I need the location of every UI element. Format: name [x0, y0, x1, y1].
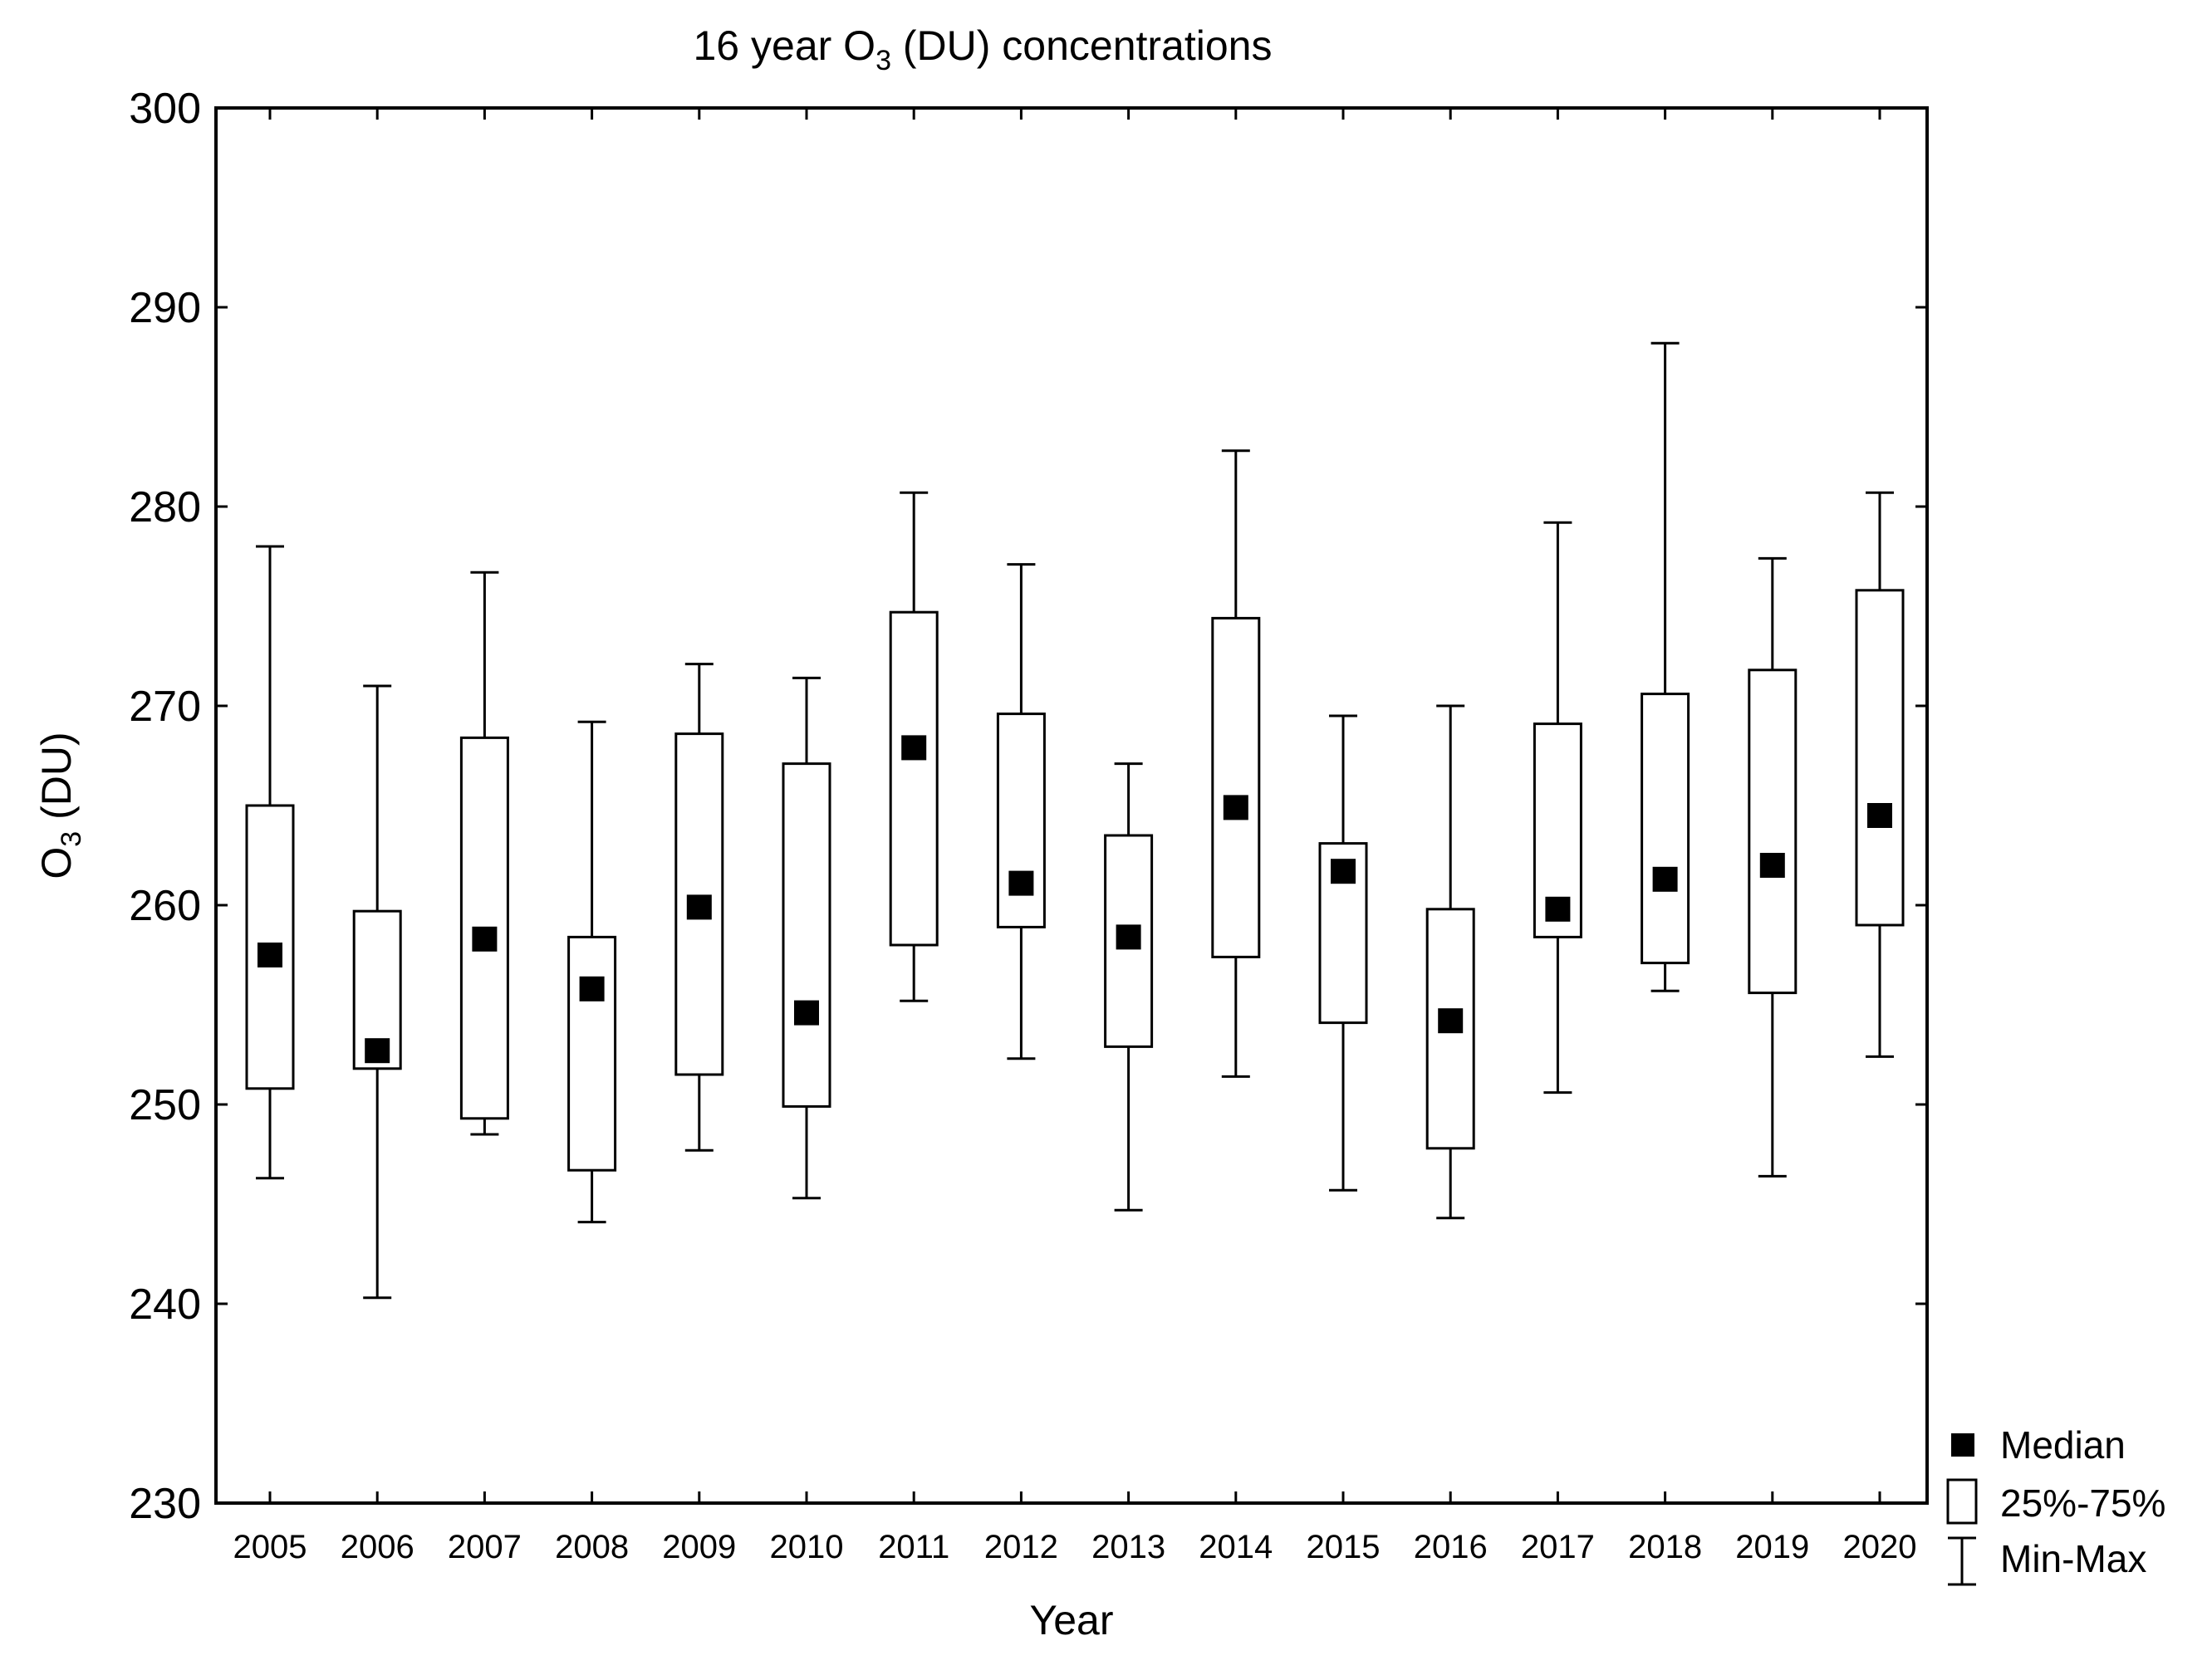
median-marker	[1652, 866, 1678, 892]
y-axis-label: O3 (DU)	[33, 732, 87, 879]
median-marker	[1545, 896, 1571, 922]
x-tick-label: 2009	[662, 1529, 736, 1565]
median-marker	[1008, 870, 1034, 896]
box-2005	[245, 545, 295, 1180]
iqr-box	[782, 762, 831, 1108]
iqr-box	[889, 610, 939, 947]
median-marker	[686, 894, 712, 920]
box-2006	[352, 684, 402, 1300]
box-2019	[1748, 556, 1798, 1178]
x-tick-label: 2005	[233, 1529, 307, 1565]
box-2020	[1855, 491, 1905, 1058]
box-2018	[1641, 341, 1690, 992]
box-2014	[1211, 449, 1261, 1078]
chart-title-suffix: (DU) concentrations	[891, 22, 1273, 69]
legend-median-symbol	[1951, 1433, 1974, 1457]
x-tick-label: 2020	[1843, 1529, 1917, 1565]
box-2012	[996, 563, 1046, 1060]
box-2017	[1533, 521, 1582, 1095]
chart-title-prefix: 16 year O	[694, 22, 876, 69]
x-tick-label: 2011	[878, 1529, 949, 1565]
y-axis-ticks: 230 240 250 260 270 280 290 300	[129, 85, 1927, 1528]
legend-whisker-symbol	[1948, 1536, 1976, 1586]
y-tick-label: 280	[129, 483, 201, 531]
box-series	[245, 341, 1905, 1300]
median-marker	[579, 976, 605, 1002]
legend: Median 25%-75% Min-Max	[1946, 1423, 2165, 1586]
x-tick-label: 2015	[1307, 1529, 1381, 1565]
x-tick-label: 2014	[1199, 1529, 1273, 1565]
plot-area-frame	[214, 106, 1929, 1505]
x-tick-label: 2008	[555, 1529, 629, 1565]
median-marker	[257, 943, 282, 967]
y-tick-label: 270	[129, 683, 201, 731]
x-tick-label: 2016	[1414, 1529, 1488, 1565]
box-2011	[889, 491, 939, 1002]
y-tick-label: 300	[129, 85, 201, 133]
x-tick-label: 2010	[770, 1529, 844, 1565]
legend-box-label: 25%-75%	[2000, 1481, 2165, 1525]
median-marker	[365, 1038, 390, 1064]
legend-whisker-label: Min-Max	[2000, 1537, 2146, 1580]
box-2010	[782, 676, 831, 1200]
y-tick-label: 230	[129, 1480, 201, 1528]
y-tick-label: 240	[129, 1281, 201, 1329]
x-tick-label: 2006	[341, 1529, 414, 1565]
y-axis-label-subscript: 3	[56, 831, 87, 847]
iqr-box	[1641, 693, 1690, 965]
x-tick-label: 2017	[1521, 1529, 1595, 1565]
box-2013	[1104, 762, 1154, 1212]
median-marker	[472, 926, 498, 952]
x-axis-label: Year	[1029, 1597, 1113, 1643]
box-2009	[674, 663, 724, 1152]
box-2015	[1318, 714, 1368, 1192]
median-marker	[901, 735, 927, 761]
x-tick-label: 2019	[1735, 1529, 1809, 1565]
x-tick-label: 2018	[1628, 1529, 1702, 1565]
y-tick-label: 290	[129, 284, 201, 332]
y-axis-label-suffix: (DU)	[33, 732, 80, 830]
box-2008	[567, 720, 617, 1224]
chart-title-subscript: 3	[875, 45, 891, 76]
y-tick-label: 250	[129, 1081, 201, 1129]
iqr-box	[567, 935, 617, 1172]
x-tick-label: 2012	[984, 1529, 1058, 1565]
median-marker	[1331, 859, 1356, 884]
y-axis-label-prefix: O	[33, 847, 80, 879]
chart-title: 16 year O3 (DU) concentrations	[694, 22, 1273, 76]
iqr-box	[1211, 616, 1261, 958]
box-2007	[459, 571, 509, 1136]
y-tick-label: 260	[129, 882, 201, 930]
legend-box-symbol	[1946, 1478, 1978, 1525]
iqr-box	[1855, 589, 1905, 927]
box-2016	[1425, 704, 1475, 1220]
median-marker	[1759, 853, 1785, 878]
median-marker	[1867, 803, 1892, 828]
legend-median-label: Median	[2000, 1423, 2126, 1467]
median-marker	[1116, 924, 1141, 950]
x-tick-label: 2007	[448, 1529, 522, 1565]
x-axis-ticks: 2005 2006 2007 2008 2009 2010 2011 2012 2013 2014…	[233, 108, 1917, 1565]
iqr-box	[1748, 668, 1798, 995]
median-marker	[1223, 795, 1248, 820]
median-marker	[1438, 1008, 1464, 1034]
x-tick-label: 2013	[1091, 1529, 1165, 1565]
median-marker	[794, 1000, 819, 1026]
